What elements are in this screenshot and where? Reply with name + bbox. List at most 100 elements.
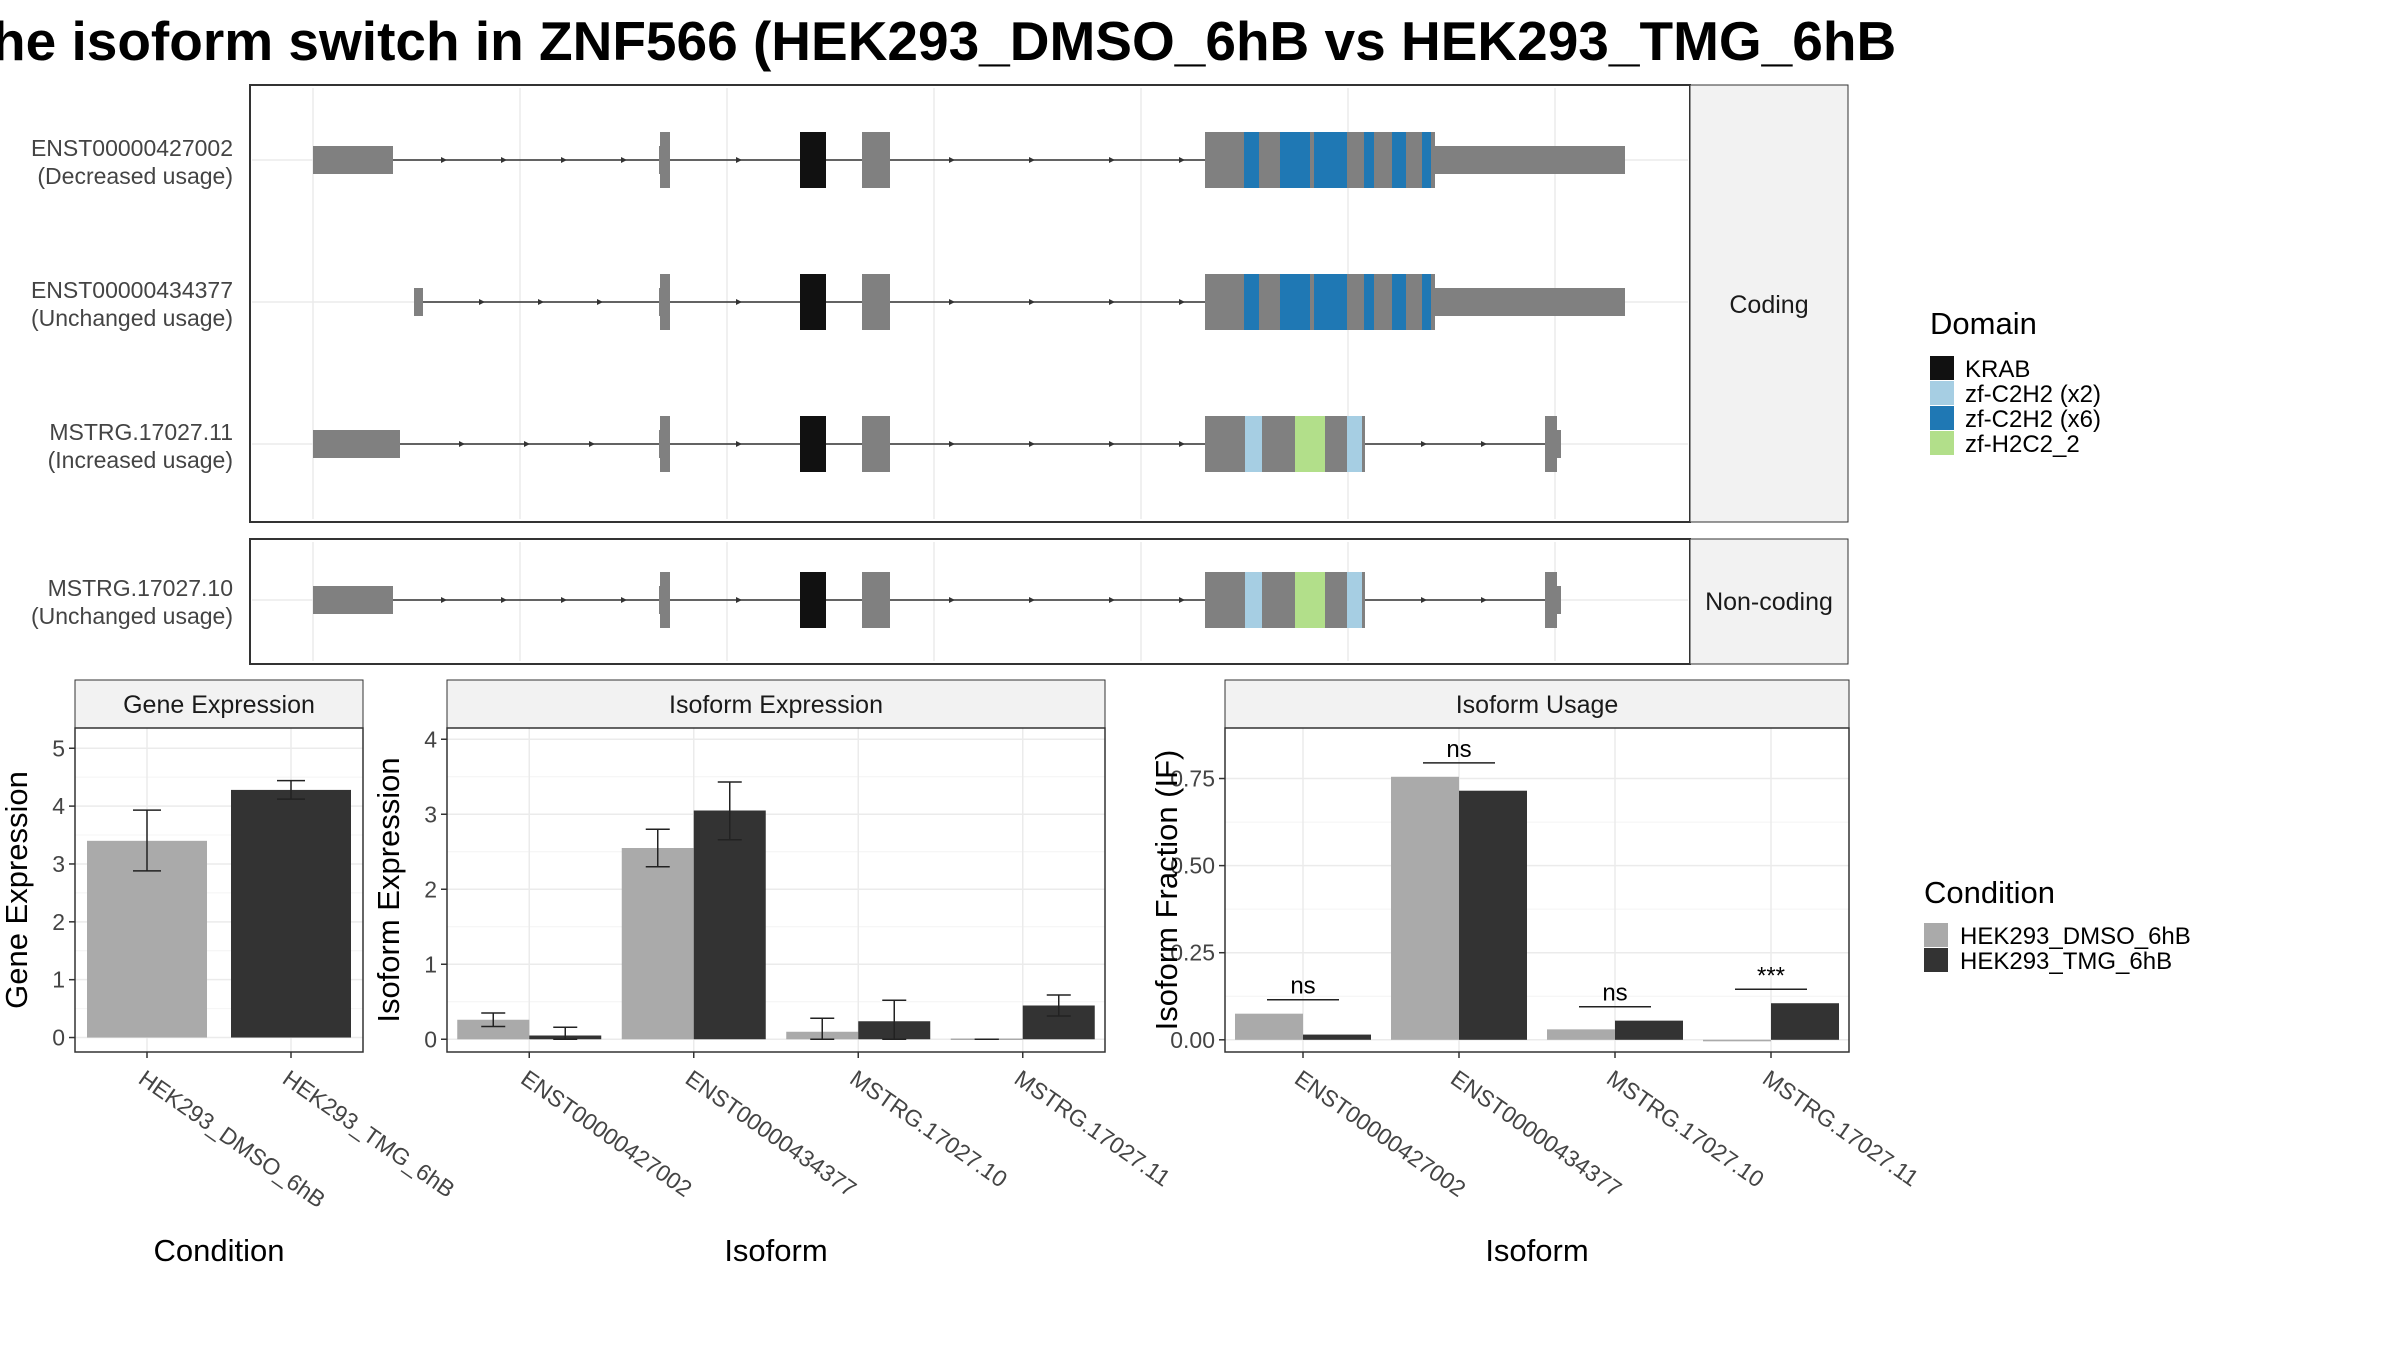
bar-hek293-dmso-6hb-mstrg-17027-11: [1703, 1039, 1771, 1042]
exon: [1557, 586, 1561, 614]
direction-arrow: [1109, 597, 1115, 603]
bar-hek293-tmg-6hb-mstrg-17027-11: [1771, 1003, 1839, 1040]
legend-label-zf-h2c2-2: zf-H2C2_2: [1965, 431, 2080, 458]
panel-border: [74, 727, 364, 1053]
y-axis-title: Gene Expression: [0, 771, 34, 1009]
exon: [862, 274, 890, 330]
zf-c2h2-x6-domain: [1314, 132, 1347, 188]
direction-arrow: [1481, 441, 1487, 447]
exon: [313, 430, 400, 458]
krab-domain: [800, 572, 826, 628]
zf-c2h2-x6-domain: [1314, 274, 1347, 330]
direction-arrow: [561, 157, 567, 163]
gene-expression-panel: Gene Expression012345HEK293_DMSO_6hBHEK2…: [0, 679, 460, 1268]
significance-label: ns: [1290, 973, 1315, 1000]
direction-arrow: [1481, 597, 1487, 603]
panel-strip: [74, 679, 364, 729]
bar-hek293-dmso-6hb-enst00000434377: [1391, 776, 1459, 1040]
legend-swatch-tmg: [1924, 948, 1948, 972]
exon: [414, 288, 423, 316]
y-tick-label: 3: [424, 801, 437, 827]
direction-arrow: [538, 299, 544, 305]
direction-arrow: [1029, 157, 1035, 163]
exon: [1545, 416, 1557, 472]
direction-arrow: [736, 299, 742, 305]
direction-arrow: [736, 597, 742, 603]
direction-arrow: [501, 157, 507, 163]
panel-strip: [446, 679, 1106, 729]
transcript-ENST00000434377: [414, 274, 1625, 330]
noncoding-facet-strip: [1689, 538, 1849, 665]
direction-arrow: [1421, 441, 1427, 447]
transcript-structure-panels: Coding Non-coding ENST00000427002 (Decre…: [31, 84, 1849, 665]
direction-arrow: [736, 157, 742, 163]
x-tick-label: ENST00000427002: [516, 1065, 696, 1202]
x-tick-label: MSTRG.17027.10: [845, 1065, 1012, 1193]
krab-domain: [800, 416, 826, 472]
bar-hek293-dmso-6hb-enst00000427002: [1235, 1013, 1303, 1040]
direction-arrow: [597, 299, 603, 305]
coding-facet-strip: [1689, 84, 1849, 523]
y-tick-label: 4: [52, 793, 65, 819]
direction-arrow: [621, 597, 627, 603]
transcript-usage-label: (Unchanged usage): [31, 603, 233, 629]
x-tick-label: ENST00000434377: [681, 1065, 861, 1202]
y-tick-label: 0: [424, 1026, 437, 1052]
exon: [660, 274, 670, 330]
direction-arrow: [1109, 299, 1115, 305]
significance-label: ns: [1602, 980, 1627, 1007]
exon: [313, 586, 393, 614]
legend-swatch-krab: [1930, 356, 1954, 380]
condition-legend: Condition HEK293_DMSO_6hB HEK293_TMG_6hB: [1924, 875, 2191, 975]
y-tick-label: 3: [52, 851, 65, 877]
direction-arrow: [1109, 441, 1115, 447]
zf-c2h2-x6-domain: [1392, 132, 1406, 188]
direction-arrow: [949, 597, 955, 603]
legend-label-dmso: HEK293_DMSO_6hB: [1960, 923, 2191, 950]
domain-legend: Domain KRAB zf-C2H2 (x2) zf-C2H2 (x6) zf…: [1930, 306, 2101, 458]
zf-c2h2-x6-domain: [1364, 132, 1374, 188]
zf-c2h2-x2-domain: [1347, 572, 1362, 628]
y-tick-label: 0.50: [1170, 853, 1215, 879]
zf-c2h2-x2-domain: [1245, 572, 1262, 628]
transcript-usage-label: (Unchanged usage): [31, 305, 233, 331]
direction-arrow: [561, 597, 567, 603]
transcript-ENST00000427002: [313, 132, 1625, 188]
x-axis-title: Condition: [154, 1233, 285, 1268]
y-tick-label: 5: [52, 735, 65, 761]
x-tick-label: ENST00000434377: [1446, 1065, 1626, 1202]
bar-hek293-tmg-6hb-enst00000434377: [693, 810, 766, 1040]
zf-h2c2-2-domain: [1295, 416, 1325, 472]
legend-swatch-zf-c2h2-x6: [1930, 406, 1954, 430]
exon: [660, 416, 670, 472]
legend-label-tmg: HEK293_TMG_6hB: [1960, 948, 2172, 975]
zf-c2h2-x2-domain: [1245, 416, 1262, 472]
coding-facet-label: Coding: [1729, 291, 1808, 319]
direction-arrow: [1179, 157, 1185, 163]
exon: [1557, 430, 1561, 458]
direction-arrow: [459, 441, 465, 447]
x-axis-title: Isoform: [724, 1233, 827, 1268]
bar-hek293-tmg-6hb-mstrg-17027-10: [1615, 1020, 1683, 1040]
x-tick-label: ENST00000427002: [1290, 1065, 1470, 1202]
direction-arrow: [949, 441, 955, 447]
legend-swatch-dmso: [1924, 923, 1948, 947]
direction-arrow: [1179, 299, 1185, 305]
transcript-usage-label: (Decreased usage): [37, 163, 233, 189]
panel-strip-label: Isoform Usage: [1456, 691, 1619, 719]
exon: [862, 416, 890, 472]
x-tick-label: MSTRG.17027.11: [1758, 1065, 1923, 1192]
transcript-usage-label: (Increased usage): [48, 447, 233, 473]
direction-arrow: [479, 299, 485, 305]
krab-domain: [800, 132, 826, 188]
plot-background: [1225, 728, 1849, 1052]
legend-label-zf-c2h2-x2: zf-C2H2 (x2): [1965, 381, 2101, 408]
exon: [660, 572, 670, 628]
direction-arrow: [949, 157, 955, 163]
bar-hek293-dmso-6hb: [87, 840, 207, 1038]
direction-arrow: [1029, 597, 1035, 603]
y-tick-label: 0.75: [1170, 766, 1215, 792]
significance-label: ns: [1446, 736, 1471, 763]
x-tick-label: MSTRG.17027.10: [1602, 1065, 1769, 1193]
